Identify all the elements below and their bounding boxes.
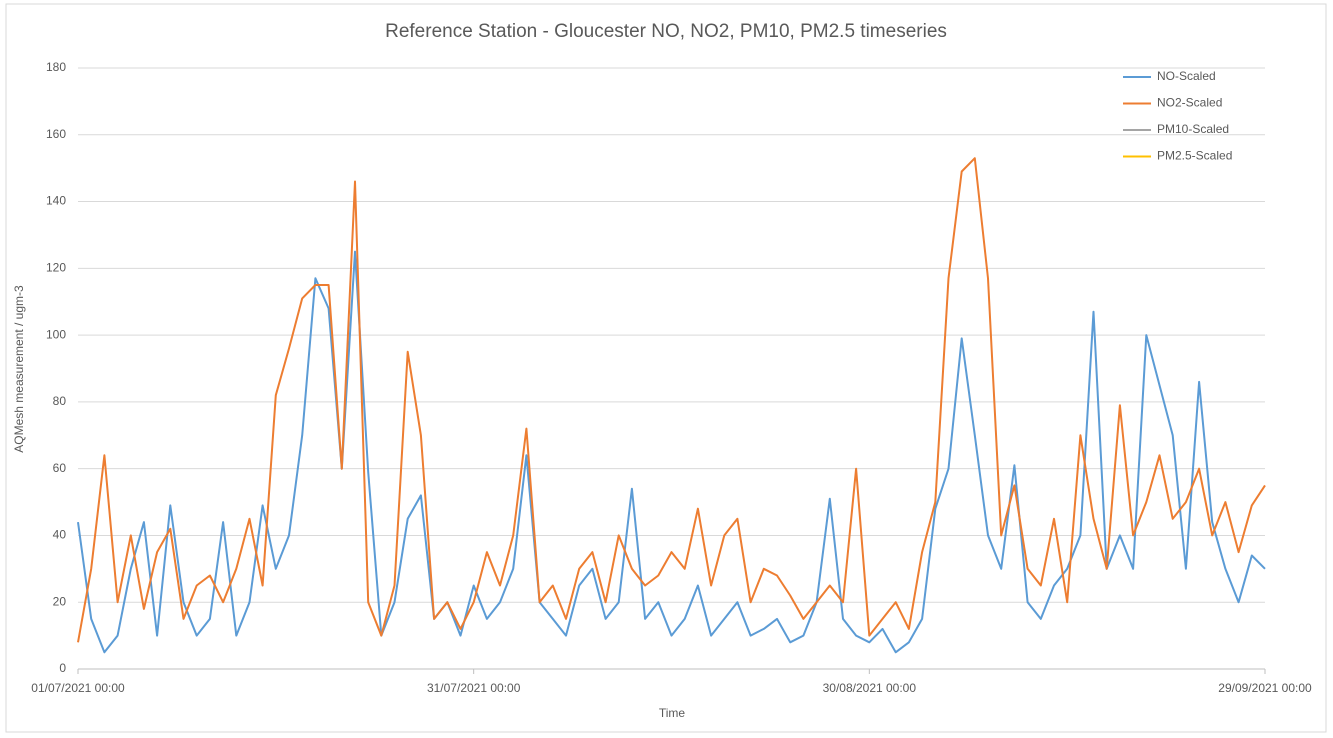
x-tick-label: 31/07/2021 00:00 [427,681,521,695]
legend-label: NO-Scaled [1157,69,1216,83]
y-tick-label: 160 [46,127,66,141]
x-tick-label: 01/07/2021 00:00 [31,681,125,695]
y-tick-label: 0 [59,661,66,675]
chart-frame [5,3,1327,733]
legend-label: PM10-Scaled [1157,122,1229,136]
y-tick-label: 120 [46,261,66,275]
series-line [77,250,1266,654]
y-tick-label: 140 [46,194,66,208]
x-axis-title: Time [659,706,686,720]
legend-label: NO2-Scaled [1157,96,1222,110]
x-tick-label: 29/09/2021 00:00 [1218,681,1312,695]
chart-title: Reference Station - Gloucester NO, NO2, … [385,21,947,42]
legend-label: PM2.5-Scaled [1157,149,1232,163]
x-tick-label: 30/08/2021 00:00 [823,681,917,695]
y-tick-label: 40 [53,528,67,542]
series-line [77,157,1266,643]
y-tick-label: 20 [53,594,67,608]
y-axis-title: AQMesh measurement / ugm-3 [12,285,26,453]
y-tick-label: 60 [53,461,67,475]
y-tick-label: 80 [53,394,67,408]
y-tick-label: 180 [46,60,66,74]
y-tick-label: 100 [46,327,66,341]
